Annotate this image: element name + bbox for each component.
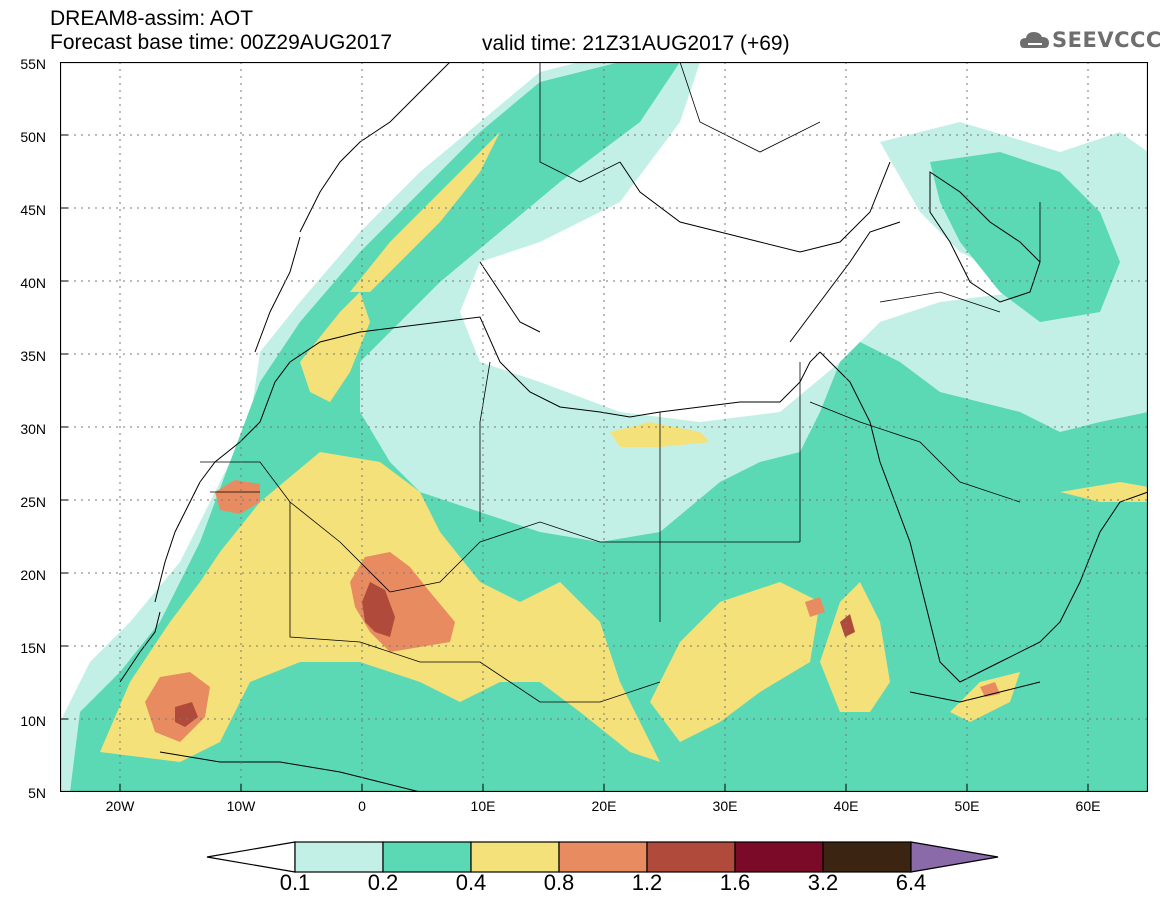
colorbar-under: [206, 841, 296, 873]
lat-tick: 15N: [20, 640, 46, 656]
colorbar-bin: [646, 841, 736, 873]
map-frame: [60, 62, 1148, 792]
lon-tick: 60E: [1075, 798, 1101, 814]
graticule: [60, 62, 1148, 792]
colorbar-label: 6.4: [895, 870, 927, 895]
lat-tick: 55N: [20, 56, 46, 72]
colorbar: [206, 841, 999, 873]
colorbar-label: 0.8: [543, 870, 575, 895]
lat-tick: 25N: [20, 494, 46, 510]
lon-tick: 20E: [591, 798, 617, 814]
lon-tick: 10W: [226, 798, 256, 814]
colorbar-label: 0.1: [279, 870, 311, 895]
lat-tick: 50N: [20, 129, 46, 145]
colorbar-label: 1.6: [719, 870, 751, 895]
lat-tick: 5N: [28, 785, 46, 801]
lon-tick: 10E: [470, 798, 496, 814]
lat-tick: 20N: [20, 567, 46, 583]
cloud-icon: [1020, 32, 1049, 48]
colorbar-bin: [294, 841, 384, 873]
colorbar-over: [910, 841, 999, 873]
coastlines: [119, 62, 1148, 792]
lon-tick: 50E: [954, 798, 980, 814]
colorbar-bin: [558, 841, 648, 873]
colorbar-label: 0.2: [367, 870, 399, 895]
lon-tick: 40E: [833, 798, 859, 814]
lat-tick: 10N: [20, 713, 46, 729]
colorbar-bin: [822, 841, 912, 873]
colorbar-bin: [382, 841, 472, 873]
lon-tick: 0: [358, 798, 366, 814]
colorbar-bin: [470, 841, 560, 873]
country-borders: [200, 62, 1041, 703]
lat-tick: 35N: [20, 348, 46, 364]
logo-text: SEEVCCC: [1052, 28, 1162, 52]
lat-tick: 40N: [20, 275, 46, 291]
lat-tick: 45N: [20, 202, 46, 218]
colorbar-label: 1.2: [631, 870, 663, 895]
colorbar-label: 3.2: [807, 870, 839, 895]
forecast-base-time: Forecast base time: 00Z29AUG2017: [50, 31, 393, 54]
aot-band-1.2: [362, 582, 395, 637]
valid-time: valid time: 21Z31AUG2017 (+69): [482, 32, 790, 55]
lon-tick: 30E: [712, 798, 738, 814]
colorbar-bin: [734, 841, 824, 873]
aot-map: [60, 62, 1148, 792]
lon-tick: 20W: [105, 798, 135, 814]
axis-ticks: [60, 134, 1089, 792]
lat-tick: 30N: [20, 421, 46, 437]
colorbar-label: 0.4: [455, 870, 487, 895]
map-title: DREAM8-assim: AOT: [50, 7, 254, 30]
